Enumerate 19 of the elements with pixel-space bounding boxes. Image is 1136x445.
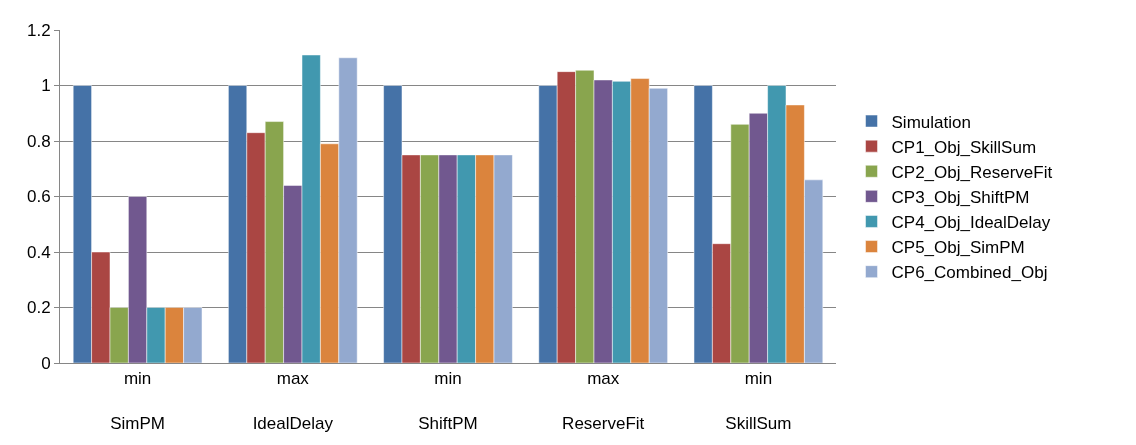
legend-label: CP2_Obj_ReserveFit [891,162,1053,182]
y-tick-label: 0.4 [26,242,51,262]
y-tick-label: 0.8 [26,131,51,151]
legend-label: CP1_Obj_SkillSum [891,137,1037,157]
y-tick-label: 0.6 [26,187,51,207]
legend-label: CP4_Obj_IdealDelay [891,213,1051,233]
category-label: min SimPM [110,369,165,433]
legend-label: Simulation [891,112,971,132]
y-tick-label: 1 [41,76,51,96]
legend-label: CP3_Obj_ShiftPM [891,187,1030,207]
y-tick-label: 1.2 [26,20,51,40]
category-label: max ReserveFit [562,369,645,433]
category-label: min ShiftPM [418,369,478,433]
y-tick-label: 0 [41,353,51,373]
category-label: max IdealDelay [252,369,333,433]
category-label: min SkillSum [725,369,792,433]
legend-label: CP6_Combined_Obj [891,263,1048,283]
y-tick-label: 0.2 [26,298,51,318]
legend-label: CP5_Obj_SimPM [891,238,1025,258]
